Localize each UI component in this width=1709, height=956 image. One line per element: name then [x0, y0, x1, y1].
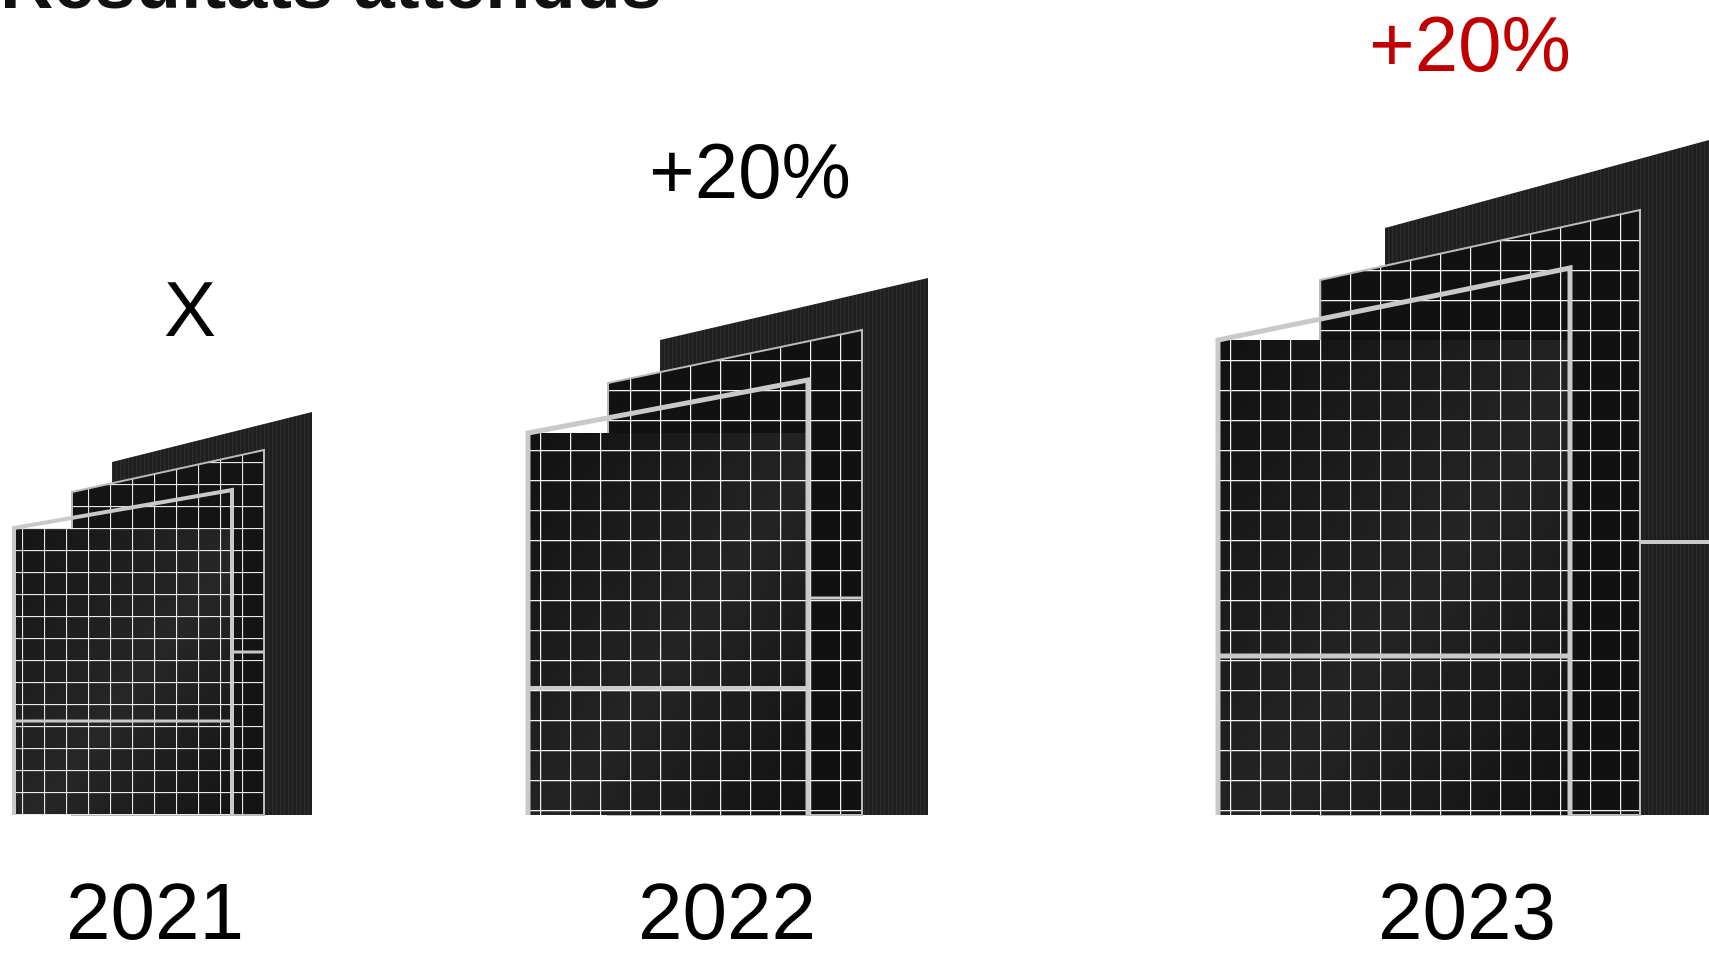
page-title: Résultats attendus: [0, 0, 662, 25]
gain-label-2021: X: [163, 265, 217, 353]
panel-2021: [12, 412, 312, 816]
panel-2022: [525, 278, 928, 816]
year-label-2023: 2023: [1378, 867, 1556, 956]
gain-label-2023: +20%: [1369, 0, 1571, 88]
panel-2023: [1215, 140, 1709, 816]
gain-label-2022: +20%: [649, 127, 851, 215]
year-label-2022: 2022: [638, 867, 816, 956]
year-label-2021: 2021: [66, 867, 244, 956]
